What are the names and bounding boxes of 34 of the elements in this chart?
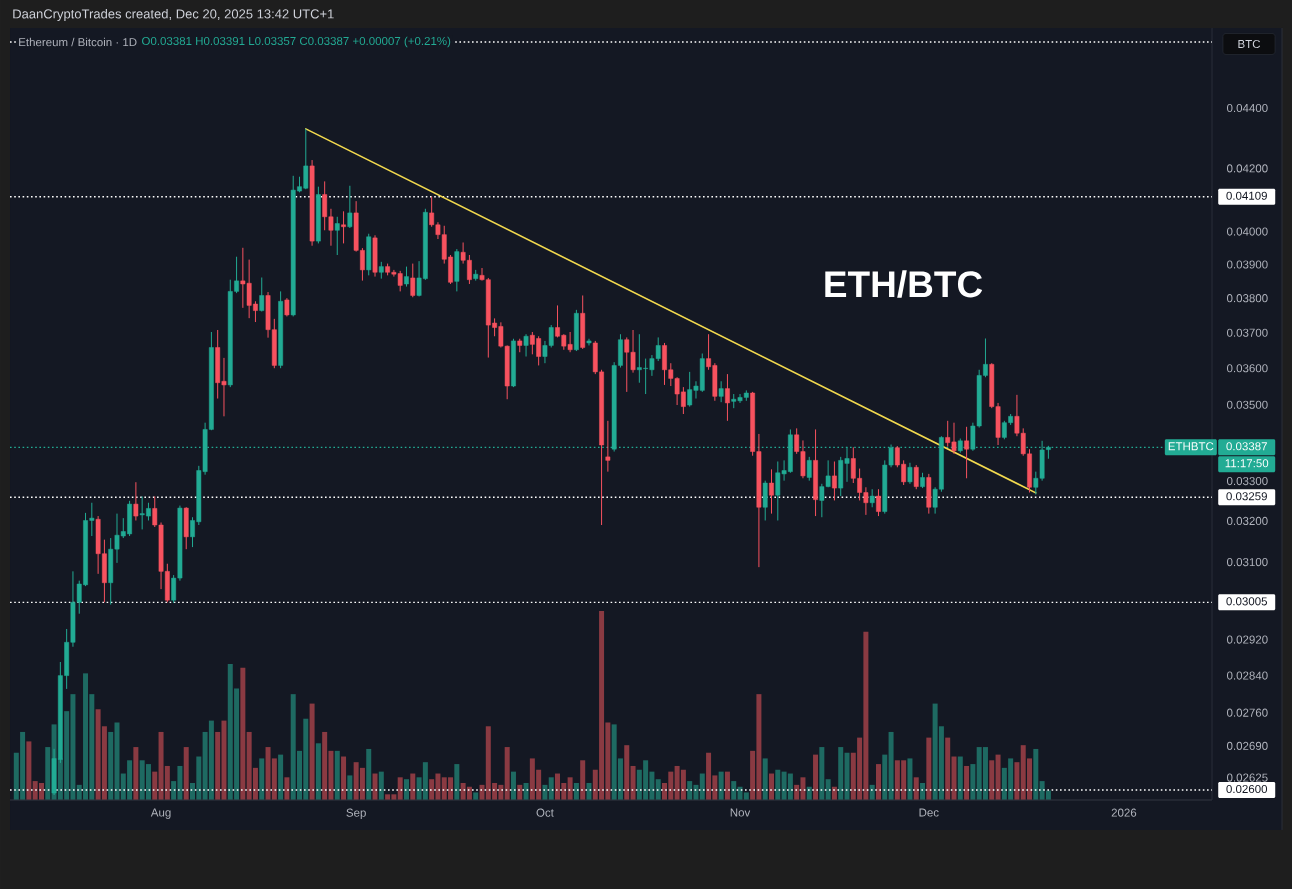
annotation: ETH/BTC	[825, 270, 983, 298]
text: O0.03381 H0.03391 L0.03357 C0.03387 +0.00007 (+0.21%)	[142, 36, 451, 48]
text: Ethereum / Bitcoin · 1D	[19, 37, 137, 47]
y-tick-label: 0.04400	[1227, 103, 1268, 113]
y-tick-label: 0.03200	[1227, 516, 1268, 526]
x-tick-label: Oct	[536, 808, 554, 817]
y-tick-label: 0.03300	[1227, 476, 1268, 486]
x-tick-label: Sep	[346, 808, 366, 819]
y-tick-label: 0.03800	[1227, 294, 1268, 303]
x-tick-label: 2026	[1111, 808, 1137, 817]
y-tick-label: 0.02625	[1227, 773, 1268, 782]
y-tick-label: 0.02690	[1227, 741, 1268, 750]
y-tick-label: 0.03900	[1227, 260, 1268, 269]
y-tick-label: 0.03600	[1227, 364, 1268, 373]
y-tick-label: 0.02920	[1227, 635, 1268, 644]
ref-line-label: 0.03387	[1226, 442, 1267, 451]
text: DaanCryptoTrades created, Dec 20, 2025 13:42 UTC+1	[13, 8, 334, 22]
annotation: ETHBTC	[1168, 442, 1214, 451]
y-tick-label: 0.02760	[1227, 708, 1268, 717]
y-tick-label: 0.03100	[1227, 558, 1268, 567]
y-tick-label: 0.02840	[1227, 671, 1268, 680]
y-axis-title: BTC	[1238, 39, 1261, 49]
y-tick-label: 0.04000	[1227, 227, 1268, 236]
ref-line-label: 0.04109	[1226, 191, 1267, 200]
ref-line-label: 0.02600	[1226, 784, 1268, 794]
y-tick-label: 0.03500	[1227, 400, 1268, 409]
ref-line-label: 0.03005	[1226, 597, 1268, 606]
y-tick-label: 0.04200	[1227, 164, 1268, 173]
ref-line-label: 0.03259	[1226, 492, 1267, 501]
x-tick-label: Dec	[919, 808, 939, 817]
y-tick-label: 0.03700	[1227, 328, 1268, 337]
x-tick-label: Nov	[730, 808, 751, 817]
x-tick-label: Aug	[150, 808, 171, 819]
text: 11:17:50	[1225, 459, 1269, 468]
